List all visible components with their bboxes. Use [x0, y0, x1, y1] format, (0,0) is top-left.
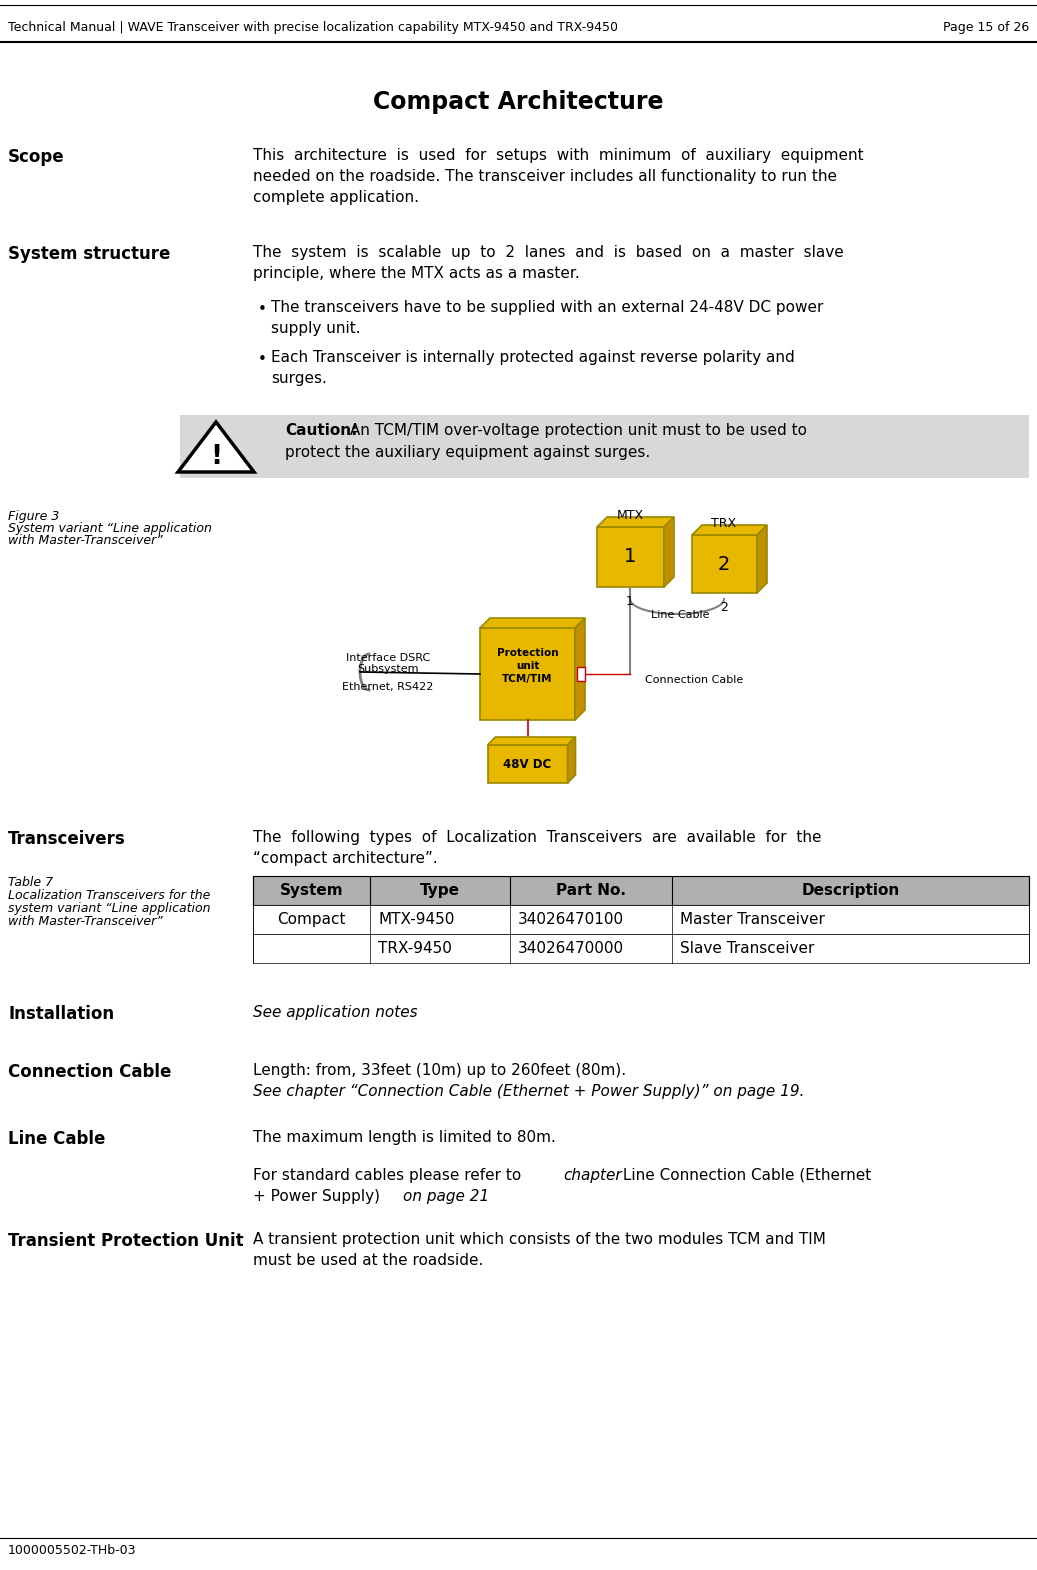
Text: Type: Type: [420, 882, 460, 898]
Text: supply unit.: supply unit.: [271, 320, 361, 336]
Bar: [480, 628, 574, 721]
Text: complete application.: complete application.: [253, 190, 419, 206]
Text: This  architecture  is  used  for  setups  with  minimum  of  auxiliary  equipme: This architecture is used for setups wit…: [253, 148, 864, 163]
Text: An TCM/TIM over-voltage protection unit must to be used to: An TCM/TIM over-voltage protection unit …: [345, 422, 807, 438]
Text: Connection Cable: Connection Cable: [645, 675, 744, 685]
Text: “compact architecture”.: “compact architecture”.: [253, 851, 438, 867]
Text: Master Transceiver: Master Transceiver: [680, 912, 824, 926]
Text: Connection Cable: Connection Cable: [8, 1063, 171, 1082]
Text: protect the auxiliary equipment against surges.: protect the auxiliary equipment against …: [285, 444, 650, 460]
Text: system variant “Line application: system variant “Line application: [8, 903, 211, 915]
Text: Part No.: Part No.: [556, 882, 626, 898]
Text: Transceivers: Transceivers: [8, 831, 125, 848]
Text: Compact Architecture: Compact Architecture: [373, 89, 664, 115]
Text: Scope: Scope: [8, 148, 64, 166]
Text: Figure 3: Figure 3: [8, 510, 59, 523]
Text: 2: 2: [718, 554, 730, 573]
Bar: [487, 746, 567, 783]
Text: See application notes: See application notes: [253, 1005, 418, 1021]
Bar: [597, 528, 664, 587]
Text: surges.: surges.: [271, 371, 327, 386]
Text: 34026470100: 34026470100: [518, 912, 624, 926]
Text: unit: unit: [515, 661, 539, 670]
Text: Line Cable: Line Cable: [8, 1130, 106, 1148]
Text: Compact: Compact: [277, 912, 345, 926]
Text: must be used at the roadside.: must be used at the roadside.: [253, 1253, 483, 1269]
Text: 34026470000: 34026470000: [518, 940, 624, 956]
Text: System structure: System structure: [8, 245, 170, 264]
Text: 1: 1: [624, 548, 636, 567]
Text: Caution:: Caution:: [285, 422, 358, 438]
Text: •: •: [258, 301, 267, 317]
Polygon shape: [487, 736, 576, 746]
Polygon shape: [664, 517, 674, 587]
Polygon shape: [692, 524, 767, 535]
Text: Subsystem: Subsystem: [358, 664, 419, 674]
Text: 2: 2: [720, 601, 728, 614]
Text: 1000005502-THb-03: 1000005502-THb-03: [8, 1543, 137, 1557]
Text: Table 7: Table 7: [8, 876, 53, 889]
Text: TCM/TIM: TCM/TIM: [502, 674, 553, 685]
Text: principle, where the MTX acts as a master.: principle, where the MTX acts as a maste…: [253, 265, 580, 281]
Polygon shape: [567, 736, 576, 783]
Text: Transient Protection Unit: Transient Protection Unit: [8, 1232, 244, 1250]
Text: on page 21: on page 21: [403, 1188, 489, 1204]
Text: Technical Manual | WAVE Transceiver with precise localization capability MTX-945: Technical Manual | WAVE Transceiver with…: [8, 22, 618, 35]
Text: Localization Transceivers for the: Localization Transceivers for the: [8, 889, 211, 903]
Polygon shape: [597, 517, 674, 528]
Bar: [577, 667, 585, 681]
Polygon shape: [178, 422, 254, 473]
Text: with Master-Transceiver”: with Master-Transceiver”: [8, 534, 163, 546]
Text: See chapter “Connection Cable (Ethernet + Power Supply)” on page 19.: See chapter “Connection Cable (Ethernet …: [253, 1083, 805, 1099]
Bar: [253, 934, 1029, 962]
Bar: [253, 904, 1029, 934]
Bar: [180, 414, 1029, 477]
Text: For standard cables please refer to: For standard cables please refer to: [253, 1168, 526, 1184]
Text: The maximum length is limited to 80m.: The maximum length is limited to 80m.: [253, 1130, 556, 1145]
Polygon shape: [574, 619, 585, 721]
Text: System variant “Line application: System variant “Line application: [8, 521, 212, 535]
Text: Page 15 of 26: Page 15 of 26: [943, 22, 1029, 35]
Text: TRX-9450: TRX-9450: [379, 940, 452, 956]
Text: The transceivers have to be supplied with an external 24-48V DC power: The transceivers have to be supplied wit…: [271, 300, 823, 316]
Text: Line Connection Cable (Ethernet: Line Connection Cable (Ethernet: [618, 1168, 871, 1184]
Text: Slave Transceiver: Slave Transceiver: [680, 940, 814, 956]
Text: Each Transceiver is internally protected against reverse polarity and: Each Transceiver is internally protected…: [271, 350, 794, 364]
Bar: [692, 535, 757, 593]
Text: Length: from, 33feet (10m) up to 260feet (80m).: Length: from, 33feet (10m) up to 260feet…: [253, 1063, 626, 1079]
Text: Protection: Protection: [497, 648, 558, 658]
Text: Installation: Installation: [8, 1005, 114, 1024]
Text: 1: 1: [626, 595, 634, 608]
Text: !: !: [209, 444, 222, 469]
Text: chapter: chapter: [563, 1168, 621, 1184]
Text: Interface DSRC: Interface DSRC: [346, 653, 430, 663]
Text: •: •: [258, 352, 267, 367]
Text: The  following  types  of  Localization  Transceivers  are  available  for  the: The following types of Localization Tran…: [253, 831, 821, 845]
Polygon shape: [480, 619, 585, 628]
Polygon shape: [757, 524, 767, 593]
Text: A transient protection unit which consists of the two modules TCM and TIM: A transient protection unit which consis…: [253, 1232, 825, 1247]
Text: MTX-9450: MTX-9450: [379, 912, 454, 926]
Text: 48V DC: 48V DC: [503, 757, 552, 771]
Text: MTX: MTX: [616, 509, 644, 521]
Text: Ethernet, RS422: Ethernet, RS422: [342, 681, 433, 692]
Text: TRX: TRX: [711, 517, 736, 531]
Text: Description: Description: [802, 882, 900, 898]
Text: needed on the roadside. The transceiver includes all functionality to run the: needed on the roadside. The transceiver …: [253, 170, 837, 184]
Bar: [253, 876, 1029, 904]
Text: + Power Supply): + Power Supply): [253, 1188, 385, 1204]
Text: Line Cable: Line Cable: [651, 611, 709, 620]
Text: The  system  is  scalable  up  to  2  lanes  and  is  based  on  a  master  slav: The system is scalable up to 2 lanes and…: [253, 245, 844, 261]
Text: with Master-Transceiver”: with Master-Transceiver”: [8, 915, 163, 928]
Text: System: System: [280, 882, 343, 898]
